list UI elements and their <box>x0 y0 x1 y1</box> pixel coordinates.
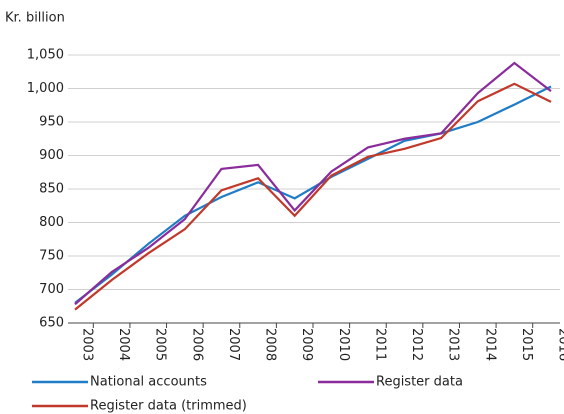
x-tick-label: 2006 <box>189 328 204 361</box>
data-line <box>74 61 552 306</box>
y-tick-label: 750 <box>39 249 64 264</box>
y-tick-label: 650 <box>39 316 64 331</box>
y-tick-label: 950 <box>39 115 64 130</box>
x-tick-label: 2003 <box>80 328 95 361</box>
legend-label: Register data (trimmed) <box>90 399 247 414</box>
x-tick-label: 2004 <box>116 328 131 361</box>
legend-label: Register data <box>376 375 463 390</box>
x-tick-label: 2015 <box>519 328 534 361</box>
legend-label: National accounts <box>90 375 207 390</box>
data-line <box>74 82 552 311</box>
y-tick-label: 850 <box>39 182 64 197</box>
y-tick-label: 1,050 <box>27 48 64 63</box>
y-tick-label: 1,000 <box>27 81 64 96</box>
y-tick-label: 900 <box>39 148 64 163</box>
data-line <box>74 85 552 304</box>
x-tick-label: 2010 <box>336 328 351 361</box>
x-tick-label: 2009 <box>299 328 314 361</box>
x-tick-label: 2012 <box>409 328 424 361</box>
x-tick-label: 2008 <box>263 328 278 361</box>
y-axis-label: Kr. billion <box>5 11 65 26</box>
x-tick-label: 2016 <box>556 328 564 361</box>
x-tick-label: 2005 <box>153 328 168 361</box>
y-tick-label: 800 <box>39 215 64 230</box>
y-tick-label: 700 <box>39 282 64 297</box>
x-tick-label: 2007 <box>226 328 241 361</box>
x-tick-label: 2014 <box>482 328 497 361</box>
x-tick-label: 2011 <box>372 328 387 361</box>
x-tick-label: 2013 <box>446 328 461 361</box>
